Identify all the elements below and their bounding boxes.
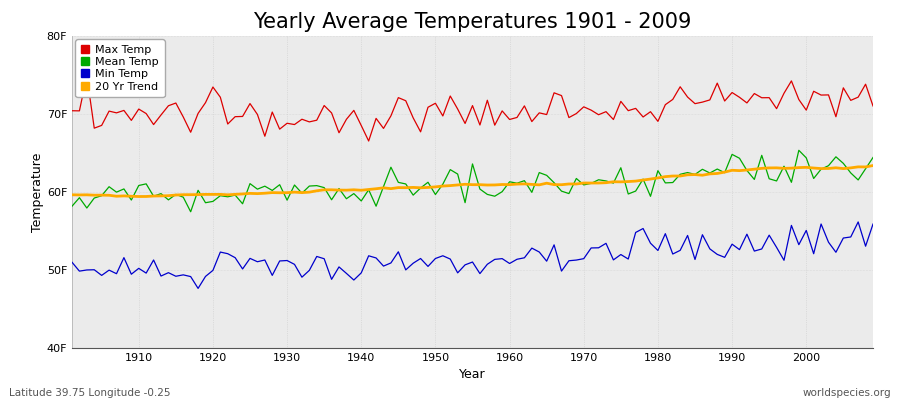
Legend: Max Temp, Mean Temp, Min Temp, 20 Yr Trend: Max Temp, Mean Temp, Min Temp, 20 Yr Tre… — [76, 39, 165, 97]
X-axis label: Year: Year — [459, 368, 486, 382]
Text: worldspecies.org: worldspecies.org — [803, 388, 891, 398]
Y-axis label: Temperature: Temperature — [31, 152, 44, 232]
Title: Yearly Average Temperatures 1901 - 2009: Yearly Average Temperatures 1901 - 2009 — [253, 12, 692, 32]
Text: Latitude 39.75 Longitude -0.25: Latitude 39.75 Longitude -0.25 — [9, 388, 170, 398]
